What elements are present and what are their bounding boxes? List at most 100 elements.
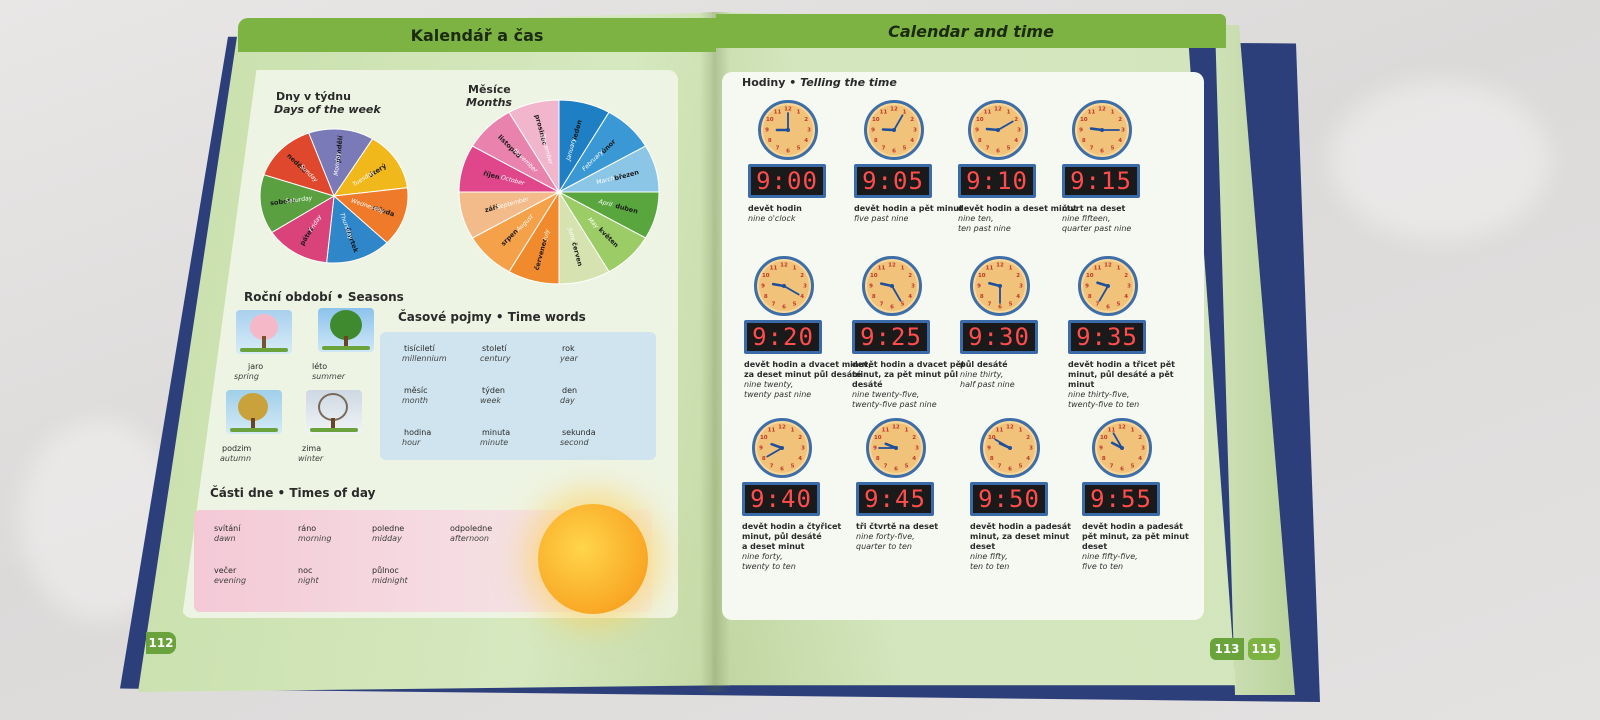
telling-time-title: Hodiny • Telling the time xyxy=(742,76,897,89)
time-word-cz: století xyxy=(482,344,507,353)
clock-numeral: 10 xyxy=(760,435,768,441)
clock-center xyxy=(890,284,894,288)
digital-time-display: 9:20 xyxy=(744,320,822,354)
clock-numeral: 12 xyxy=(994,107,1002,113)
clock-numeral: 9 xyxy=(975,128,979,134)
clock-numeral: 3 xyxy=(915,446,919,452)
clock-numeral: 10 xyxy=(766,117,774,123)
month-label-cz: září xyxy=(484,203,500,214)
clock-numeral: 1 xyxy=(1007,109,1011,115)
time-of-day-en: morning xyxy=(298,534,332,543)
digital-time-display: 9:50 xyxy=(970,482,1048,516)
clock-numeral: 9 xyxy=(987,446,991,452)
clock-numeral: 6 xyxy=(998,305,1002,311)
clock-numeral: 9 xyxy=(873,446,877,452)
clock-caption-en: nine forty-five, quarter to ten xyxy=(856,532,915,551)
month-label-en: June xyxy=(566,227,576,243)
clock-numeral: 9 xyxy=(765,128,769,134)
right-page-number: 113 xyxy=(1210,638,1244,660)
clock-caption: devět hodin a třicet pět minut, půl desá… xyxy=(1068,360,1175,410)
time-word-en: millennium xyxy=(402,354,447,363)
time-word-cz: měsíc xyxy=(404,386,428,395)
time-of-day-cz: večer xyxy=(214,566,237,575)
day-slice xyxy=(263,132,335,197)
clock-numeral: 2 xyxy=(800,273,804,279)
clock-numeral: 7 xyxy=(880,302,884,308)
clock-caption-cz: devět hodin a dvacet pět minut, za pět m… xyxy=(852,360,965,389)
time-words-box xyxy=(380,332,656,460)
season-autumn-cz: podzim xyxy=(222,444,252,453)
time-word-en: week xyxy=(480,396,502,405)
clock-caption-en: nine thirty-five, twenty-five to ten xyxy=(1068,390,1140,409)
clock-numeral: 5 xyxy=(793,302,797,308)
analog-clock: 1 2 3 4 5 6 7 8 9 10 11 12 xyxy=(752,418,812,478)
clock-caption-en: nine twenty-five, twenty-five past nine xyxy=(852,390,937,409)
time-of-day-cz: poledne xyxy=(372,524,405,533)
clock-numeral: 7 xyxy=(1110,464,1114,470)
analog-clock: 1 2 3 4 5 6 7 8 9 10 11 12 xyxy=(1092,418,1152,478)
clock-numeral: 3 xyxy=(807,128,811,134)
telling-time-title-en: Telling the time xyxy=(800,76,897,89)
analog-clock: 1 2 3 4 5 6 7 8 9 10 11 12 xyxy=(758,100,818,160)
clock-caption-cz: devět hodin a padesát pět minut, za pět … xyxy=(1082,522,1189,551)
clock-numeral: 11 xyxy=(986,265,994,271)
clock-numeral: 6 xyxy=(1100,149,1104,155)
clock-numeral: 4 xyxy=(804,138,808,144)
clock-numeral: 2 xyxy=(798,435,802,441)
clock-numeral: 1 xyxy=(1019,427,1023,433)
minute-hand xyxy=(994,438,1011,449)
time-of-day-en: night xyxy=(298,576,319,585)
clock-numeral: 2 xyxy=(912,435,916,441)
season-winter-cz: zima xyxy=(302,444,322,453)
clock-numeral: 4 xyxy=(1124,294,1128,300)
clock-caption-cz: devět hodin a třicet pět minut, půl desá… xyxy=(1068,360,1175,389)
clock-numeral: 4 xyxy=(1026,456,1030,462)
clock-numeral: 4 xyxy=(800,294,804,300)
clock-numeral: 3 xyxy=(913,128,917,134)
clock-numeral: 12 xyxy=(1098,107,1106,113)
clock-center xyxy=(786,128,790,132)
clock-numeral: 10 xyxy=(976,117,984,123)
time-of-day-en: dawn xyxy=(214,534,236,543)
month-label-en: March xyxy=(596,175,616,187)
clock-center xyxy=(1120,446,1124,450)
clock-caption-cz: devět hodin a padesát minut, za deset mi… xyxy=(970,522,1071,551)
time-word-en: day xyxy=(560,396,575,405)
clock-numeral: 12 xyxy=(778,425,786,431)
time-word-en: year xyxy=(560,354,578,363)
analog-clock: 1 2 3 4 5 6 7 8 9 10 11 12 xyxy=(754,256,814,316)
months-title-cz: Měsíce xyxy=(468,83,511,96)
clock-numeral: 5 xyxy=(905,464,909,470)
analog-clock: 1 2 3 4 5 6 7 8 9 10 11 12 xyxy=(980,418,1040,478)
clock-numeral: 3 xyxy=(803,284,807,290)
clock-caption-cz: čtvrt na deset xyxy=(1062,204,1126,213)
clock-numeral: 1 xyxy=(903,109,907,115)
time-word-cz: týden xyxy=(482,386,505,395)
clock-numeral: 3 xyxy=(911,284,915,290)
clock-numeral: 1 xyxy=(901,265,905,271)
day-slice xyxy=(308,128,374,198)
clock-caption-en: nine fifty-five, five to ten xyxy=(1082,552,1138,571)
clock-numeral: 12 xyxy=(1104,263,1112,269)
time-word-en: hour xyxy=(402,438,421,447)
clock-numeral: 7 xyxy=(988,302,992,308)
clock-numeral: 6 xyxy=(894,467,898,473)
clock-numeral: 7 xyxy=(1090,146,1094,152)
time-of-day-cz: svítání xyxy=(214,524,241,533)
clock-caption-cz: devět hodin a deset minut xyxy=(958,204,1077,213)
clock-numeral: 4 xyxy=(908,294,912,300)
clock-numeral: 3 xyxy=(801,446,805,452)
clock-numeral: 5 xyxy=(1007,146,1011,152)
clock-caption-en: five past nine xyxy=(854,214,909,223)
clock-numeral: 3 xyxy=(1127,284,1131,290)
clock-numeral: 12 xyxy=(1118,425,1126,431)
clock-numeral: 10 xyxy=(978,273,986,279)
clock-caption-en: nine twenty, twenty past nine xyxy=(744,380,812,399)
clock-numeral: 7 xyxy=(884,464,888,470)
clock-numeral: 9 xyxy=(869,284,873,290)
clock-numeral: 11 xyxy=(996,427,1004,433)
winter-tree-image xyxy=(306,390,362,434)
